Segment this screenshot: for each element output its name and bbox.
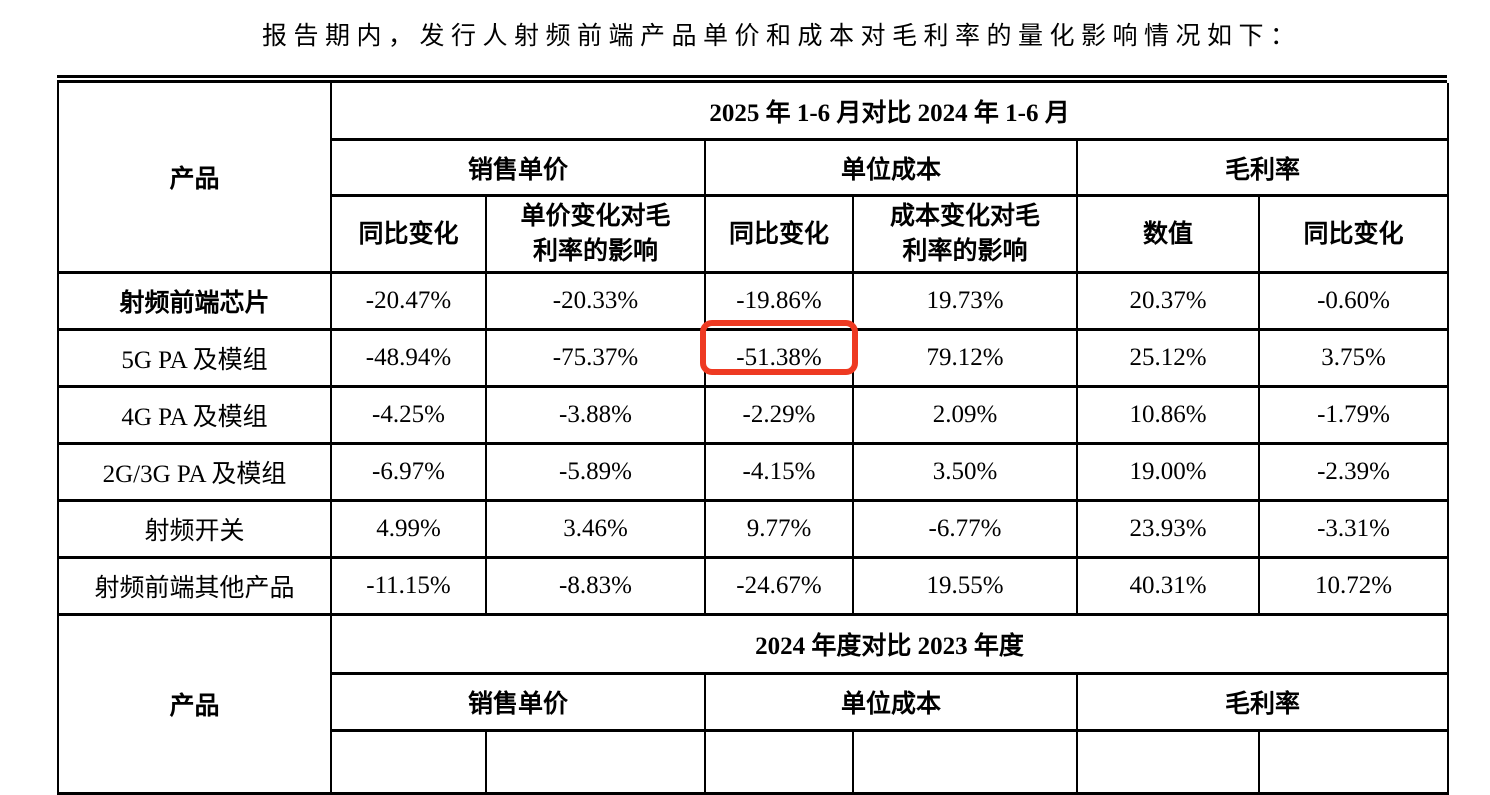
value-cell: -4.25% [330, 385, 487, 445]
product-cell: 射频前端芯片 [57, 271, 332, 331]
intro-paragraph: 报告期内，发行人射频前端产品单价和成本对毛利率的量化影响情况如下： [262, 23, 1302, 50]
period-header-2025: 2025 年 1-6 月对比 2024 年 1-6 月 [329, 83, 1450, 141]
value-cell: -48.94% [330, 328, 487, 388]
group-header-unit-cost-2: 单位成本 [704, 672, 1078, 732]
sub-header-price-yoy: 同比变化 [330, 194, 487, 274]
table-top-double-rule [57, 75, 1447, 83]
sub-header-margin-value: 数值 [1076, 194, 1260, 274]
sub-header-cost-yoy: 同比变化 [704, 194, 854, 274]
value-cell: 10.72% [1257, 556, 1450, 616]
product-column-header: 产品 [57, 83, 332, 274]
value-cell: 23.93% [1076, 499, 1260, 559]
group-header-gross-margin: 毛利率 [1075, 138, 1450, 197]
table-row: 射频开关 4.99% 3.46% 9.77% -6.77% 23.93% -3.… [57, 499, 1450, 559]
value-cell: -11.15% [330, 556, 487, 616]
table-row: 射频前端芯片 -20.47% -20.33% -19.86% 19.73% 20… [57, 271, 1450, 331]
value-cell: 25.12% [1076, 328, 1260, 388]
value-cell: -6.97% [330, 442, 487, 502]
product-cell: 2G/3G PA 及模组 [57, 442, 332, 502]
value-cell: -19.86% [704, 271, 854, 331]
product-cell: 射频前端其他产品 [57, 556, 332, 616]
product-column-header-2: 产品 [57, 613, 332, 795]
value-cell-highlighted: -51.38% [704, 328, 854, 388]
value-cell: -0.60% [1257, 271, 1450, 331]
product-cell: 射频开关 [57, 499, 332, 559]
value-cell: -8.83% [485, 556, 706, 616]
value-cell: 19.73% [852, 271, 1078, 331]
value-cell: -4.15% [704, 442, 854, 502]
value-cell: -75.37% [485, 328, 706, 388]
value-cell: 3.75% [1257, 328, 1450, 388]
value-cell: -24.67% [704, 556, 854, 616]
table-row: 射频前端其他产品 -11.15% -8.83% -24.67% 19.55% 4… [57, 556, 1450, 616]
value-cell: 3.46% [485, 499, 706, 559]
table-row: 5G PA 及模组 -48.94% -75.37% -51.38% 79.12%… [57, 328, 1450, 388]
margin-impact-table: 产品 2025 年 1-6 月对比 2024 年 1-6 月 销售单价 单位成本… [57, 83, 1450, 795]
value-cell: 19.55% [852, 556, 1078, 616]
value-cell: -3.88% [485, 385, 706, 445]
value-cell: 2.09% [852, 385, 1078, 445]
value-cell: -2.29% [704, 385, 854, 445]
group-header-sales-price: 销售单价 [330, 138, 706, 197]
value-cell: 4.99% [330, 499, 487, 559]
value-cell: -1.79% [1257, 385, 1450, 445]
value-cell: -6.77% [852, 499, 1078, 559]
value-cell: 3.50% [852, 442, 1078, 502]
value-cell: 10.86% [1076, 385, 1260, 445]
sub-header-cost-impact: 成本变化对毛 利率的影响 [852, 194, 1078, 274]
value-cell: -20.47% [330, 271, 487, 331]
table-row: 2G/3G PA 及模组 -6.97% -5.89% -4.15% 3.50% … [57, 442, 1450, 502]
sub-header-price-impact: 单价变化对毛 利率的影响 [485, 194, 706, 274]
value-cell: 9.77% [704, 499, 854, 559]
value-cell: -5.89% [485, 442, 706, 502]
value-cell: 19.00% [1076, 442, 1260, 502]
value-cell: 79.12% [852, 328, 1078, 388]
value-cell: -3.31% [1257, 499, 1450, 559]
value-cell: -2.39% [1257, 442, 1450, 502]
sub-header-margin-yoy: 同比变化 [1257, 194, 1450, 274]
product-cell: 4G PA 及模组 [57, 385, 332, 445]
value-cell: -20.33% [485, 271, 706, 331]
group-header-unit-cost: 单位成本 [704, 138, 1078, 197]
group-header-gross-margin-2: 毛利率 [1075, 672, 1450, 732]
table-row: 4G PA 及模组 -4.25% -3.88% -2.29% 2.09% 10.… [57, 385, 1450, 445]
group-header-sales-price-2: 销售单价 [330, 672, 706, 732]
period-header-2024: 2024 年度对比 2023 年度 [329, 613, 1450, 675]
value-cell: 40.31% [1076, 556, 1260, 616]
value-cell: 20.37% [1076, 271, 1260, 331]
product-cell: 5G PA 及模组 [57, 328, 332, 388]
